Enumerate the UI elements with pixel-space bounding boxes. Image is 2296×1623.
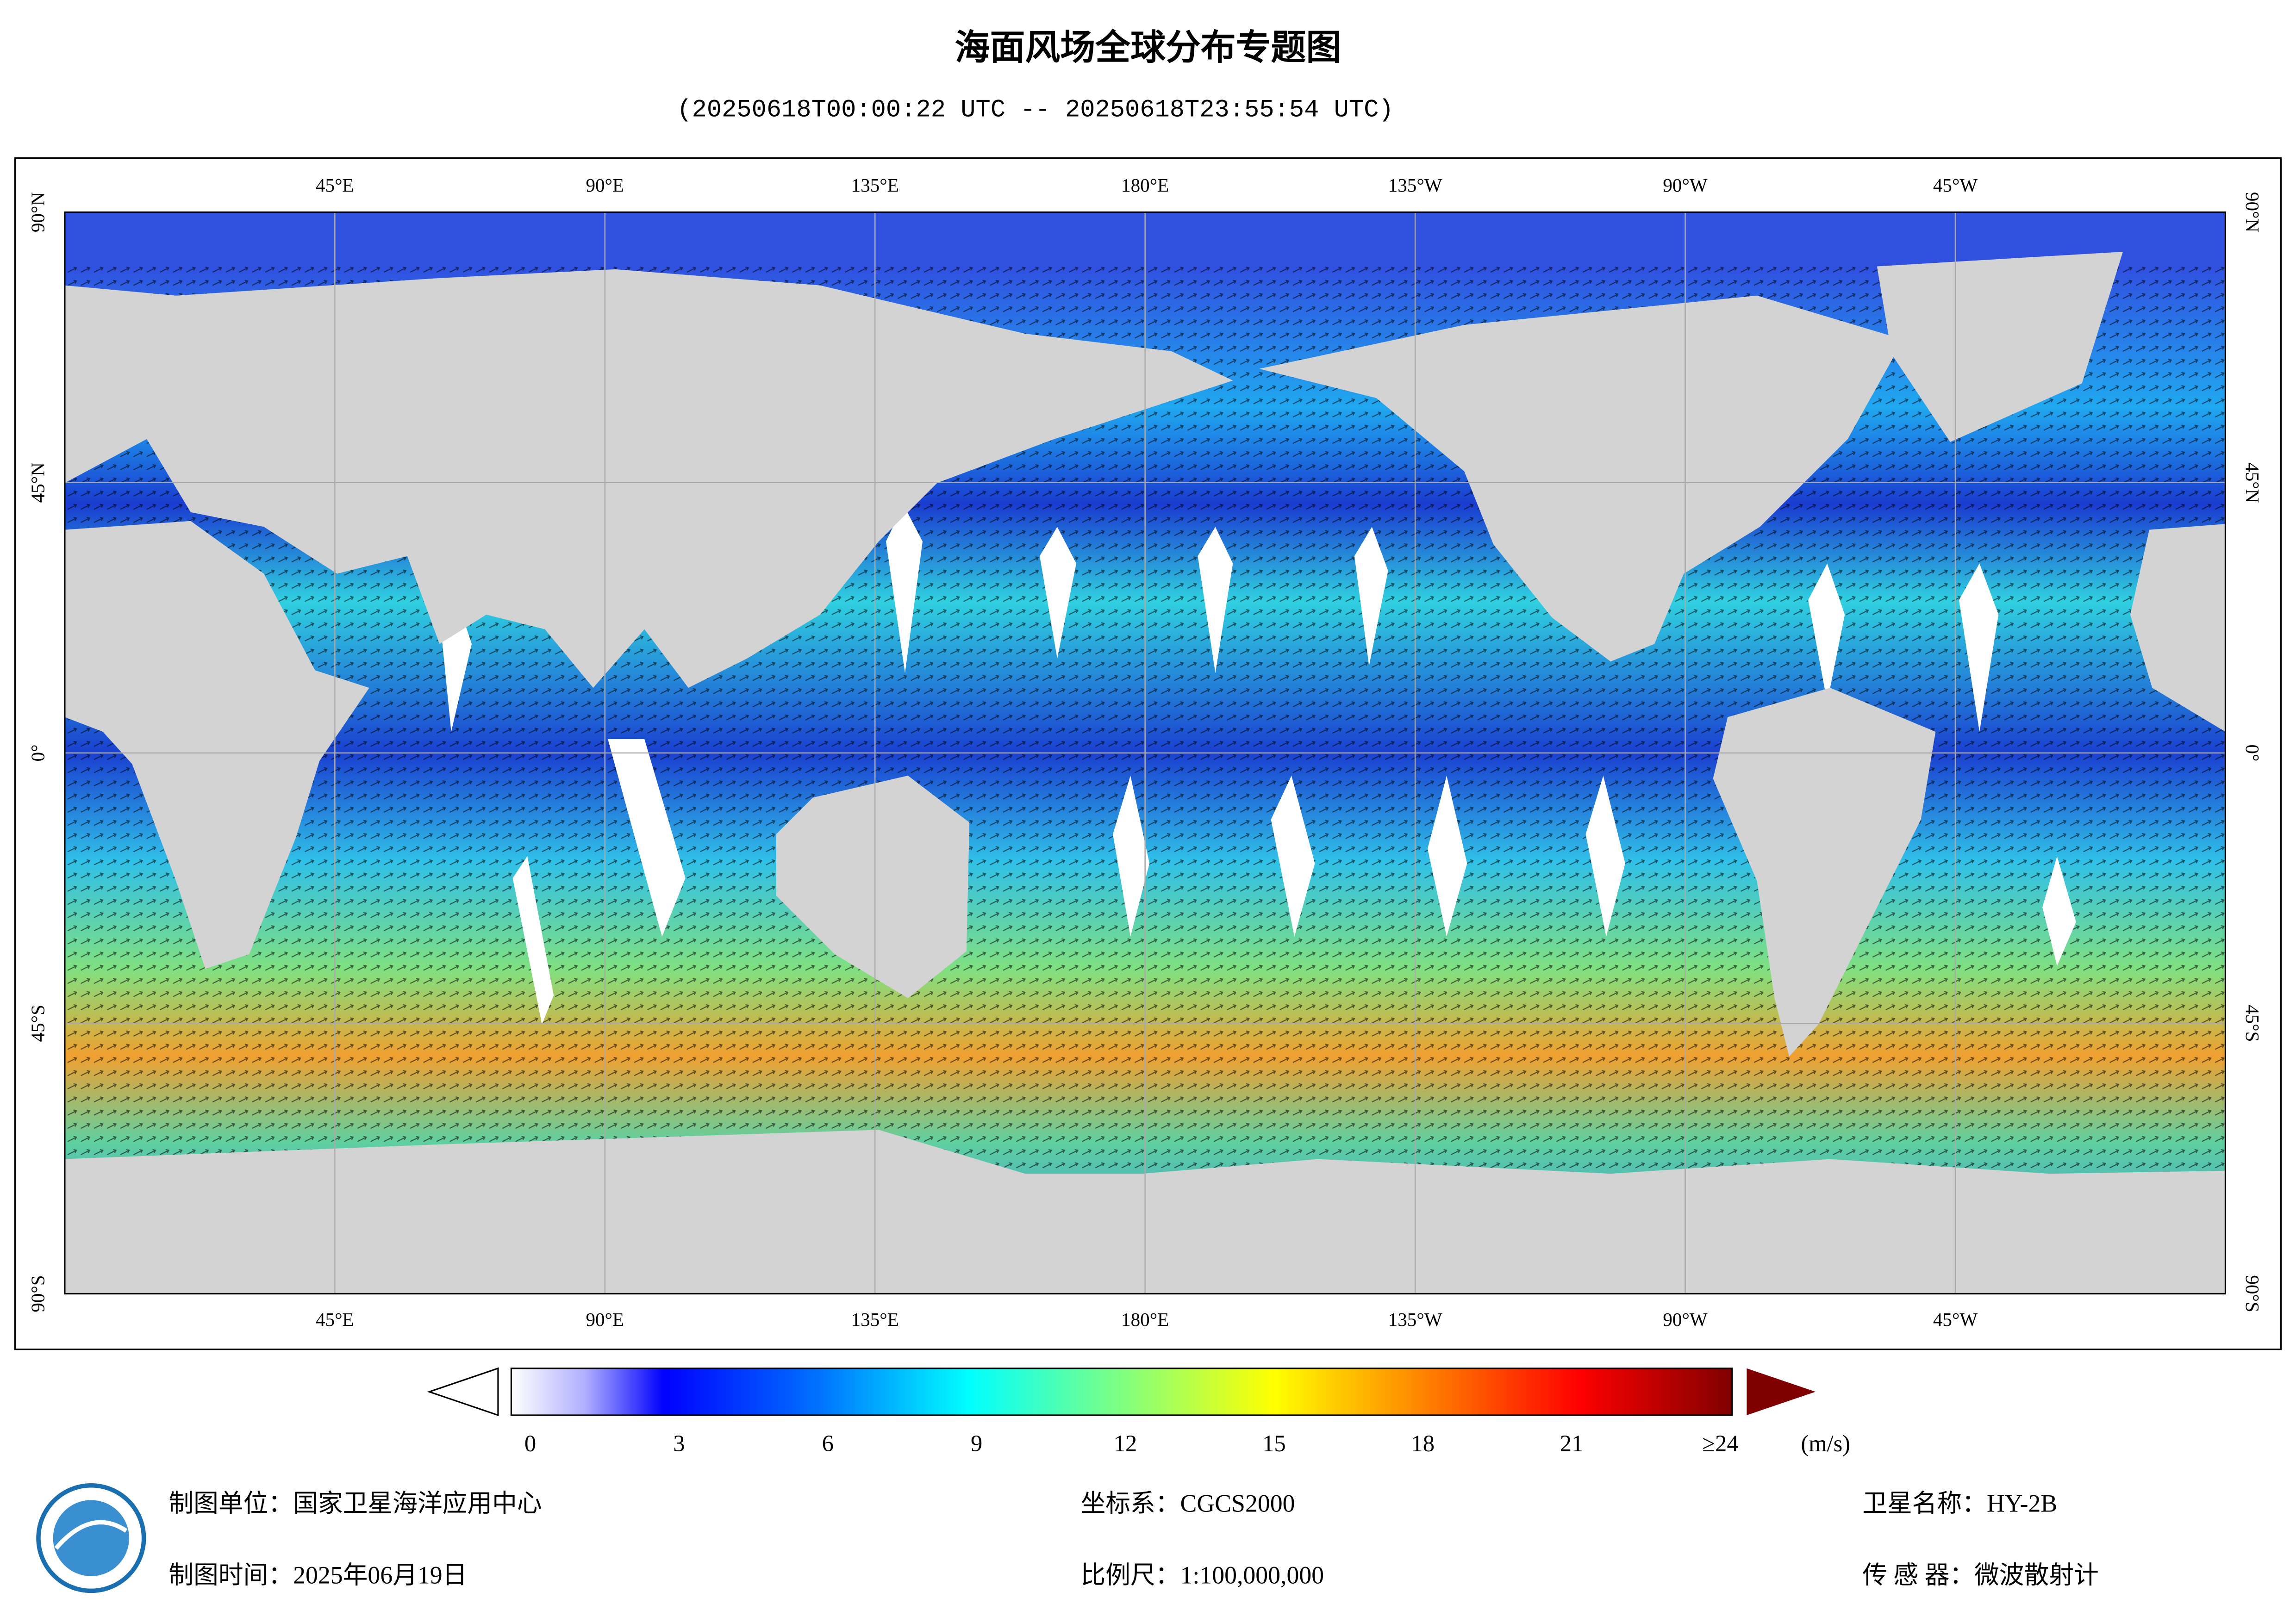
lon-label-bottom: 90°W <box>1663 1309 1708 1330</box>
lat-label-left: 90°S <box>27 1275 49 1312</box>
sensor: 传 感 器：微波散射计 <box>1862 1561 2099 1589</box>
producer: 制图单位：国家卫星海洋应用中心 <box>168 1489 542 1517</box>
colorbar-low-arrow <box>427 1367 499 1417</box>
swath-gaps <box>439 504 2076 1025</box>
colorbar-unit: (m/s) <box>1801 1430 1850 1456</box>
lon-label-bottom: 135°E <box>851 1309 899 1330</box>
lat-label-left: 45°N <box>27 462 49 503</box>
lon-label-top: 90°W <box>1663 174 1708 196</box>
lon-label-top: 180°E <box>1121 174 1169 196</box>
lon-label-bottom: 45°W <box>1933 1309 1978 1330</box>
colorbar-tick-label: 21 <box>1560 1430 1584 1456</box>
lat-label-right: 0° <box>2242 745 2263 762</box>
title: 海面风场全球分布专题图 <box>955 27 1341 68</box>
lon-label-bottom: 45°E <box>316 1309 354 1330</box>
colorbar-tick-label: ≥24 <box>1702 1430 1738 1456</box>
lon-label-top: 90°E <box>586 174 624 196</box>
coordinate-system: 坐标系：CGCS2000 <box>1081 1489 1295 1517</box>
lat-label-left: 90°N <box>27 192 49 232</box>
lat-label-right: 90°N <box>2242 192 2263 232</box>
lon-label-bottom: 135°W <box>1388 1309 1442 1330</box>
lat-label-right: 45°S <box>2242 1005 2263 1042</box>
lat-label-right: 45°N <box>2242 462 2263 503</box>
colorbar-ticks: 0 3 6 9 12 15 18 21 ≥24 <box>524 1430 1739 1456</box>
lat-label-left: 45°S <box>27 1005 49 1042</box>
colorbar <box>510 1368 1733 1416</box>
lon-label-bottom: 90°E <box>586 1309 624 1330</box>
subtitle: (20250618T00:00:22 UTC -- 20250618T23:55… <box>677 96 1393 124</box>
colorbar-tick-label: 0 <box>524 1430 536 1456</box>
logo <box>36 1483 146 1593</box>
colorbar-tick-label: 3 <box>673 1430 685 1456</box>
scale: 比例尺：1:100,000,000 <box>1081 1561 1324 1589</box>
colorbar-high-arrow <box>1747 1368 1816 1415</box>
lon-label-top: 135°E <box>851 174 899 196</box>
colorbar-tick-label: 12 <box>1114 1430 1137 1456</box>
satellite: 卫星名称：HY-2B <box>1862 1489 2057 1517</box>
lon-label-bottom: 180°E <box>1121 1309 1169 1330</box>
lat-label-right: 90°S <box>2242 1275 2263 1312</box>
lon-label-top: 45°W <box>1933 174 1978 196</box>
lat-label-left: 0° <box>27 745 49 762</box>
lon-label-top: 135°W <box>1388 174 1442 196</box>
lon-label-top: 45°E <box>316 174 354 196</box>
colorbar-tick-label: 6 <box>822 1430 834 1456</box>
map-border <box>64 211 2227 1295</box>
colorbar-tick-label: 15 <box>1262 1430 1286 1456</box>
colorbar-tick-label: 9 <box>971 1430 982 1456</box>
production-date: 制图时间：2025年06月19日 <box>168 1561 467 1589</box>
colorbar-tick-label: 18 <box>1411 1430 1435 1456</box>
